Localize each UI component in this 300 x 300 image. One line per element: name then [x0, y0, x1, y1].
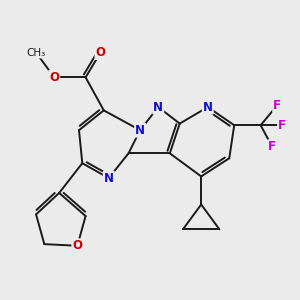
Text: N: N	[203, 100, 213, 114]
Text: F: F	[273, 99, 281, 112]
Text: N: N	[153, 100, 163, 114]
Text: F: F	[268, 140, 276, 153]
Text: O: O	[49, 71, 59, 84]
Text: N: N	[104, 172, 114, 184]
Text: CH₃: CH₃	[26, 48, 46, 58]
Text: O: O	[72, 239, 82, 252]
Text: N: N	[135, 124, 145, 137]
Text: O: O	[95, 46, 106, 59]
Text: F: F	[278, 119, 286, 132]
